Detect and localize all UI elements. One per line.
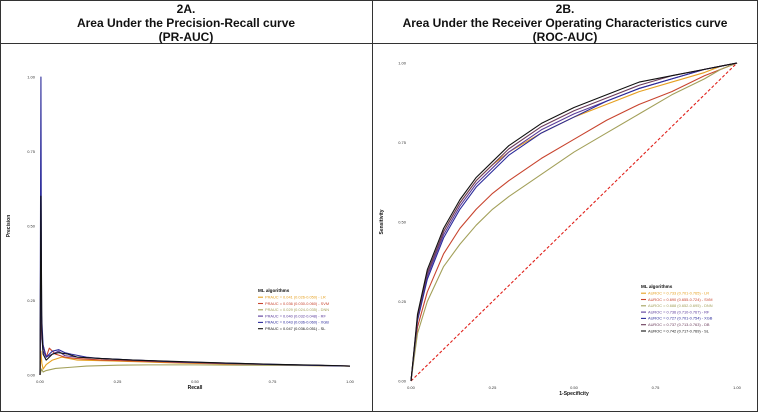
x-tick-label: 0.25 [489, 385, 498, 390]
x-tick-label: 0.75 [652, 385, 661, 390]
y-axis-label: Sensitivity [379, 209, 385, 234]
y-tick-label: 0.75 [27, 149, 36, 154]
x-axis-label: 1-Specificity [559, 391, 589, 397]
legend-entry-dnn: PRAUC = 0.029 (0.024-0.035) - DNN [265, 307, 329, 312]
chance-diagonal-line [410, 62, 738, 382]
left-panel-number: 2A. [177, 2, 196, 16]
right-panel-abbr: (ROC-AUC) [533, 30, 598, 44]
y-tick-label: 0.00 [398, 379, 407, 384]
legend-title: ML algorithms [258, 288, 290, 293]
legend-title: ML algorithms [641, 284, 673, 289]
legend-entry-db: AUROC = 0.737 (0.713-0.763) - DB [648, 322, 710, 327]
x-tick-label: 0.75 [269, 379, 278, 384]
x-tick-label: 0.00 [407, 385, 416, 390]
y-tick-label: 1.00 [27, 75, 36, 80]
y-tick-label: 0.25 [27, 298, 36, 303]
right-panel-number: 2B. [556, 2, 575, 16]
x-axis-label: Recall [188, 385, 203, 391]
x-tick-label: 1.00 [346, 379, 355, 384]
series-line-sl [39, 195, 351, 376]
y-tick-label: 0.00 [27, 373, 36, 378]
legend-entry-xgb: AUROC = 0.727 (0.701-0.754) - XGB [648, 316, 713, 321]
x-tick-label: 0.50 [191, 379, 200, 384]
y-tick-label: 0.25 [398, 299, 407, 304]
y-tick-label: 1.00 [398, 61, 407, 66]
series-line-dnn [410, 62, 738, 382]
legend-entry-sl: AUROC = 0.742 (0.717-0.769) - SL [648, 328, 710, 333]
legend-entry-svm: AUROC = 0.690 (0.655-0.724) - SVM [648, 297, 713, 302]
legend-entry-lr: AUROC = 0.733 (0.701-0.765) - LR [648, 291, 709, 296]
y-tick-label: 0.50 [398, 220, 407, 225]
legend-entry-sl: PRAUC = 0.047 (0.036-0.051) - SL [265, 326, 326, 331]
legend-entry-dnn: AUROC = 0.688 (0.652-0.695) - DNN [648, 303, 713, 308]
series-line-lr [410, 62, 738, 382]
left-panel-title: Area Under the Precision-Recall curve [77, 16, 295, 30]
legend-entry-rf: AUROC = 0.736 (0.710-0.767) - RF [648, 309, 710, 314]
x-tick-label: 0.50 [570, 385, 579, 390]
roc-auc-chart: 0.00 0.25 0.50 0.75 1.00 0.00 0.25 0.50 0.75 1.00… [379, 61, 742, 398]
x-tick-label: 0.00 [36, 379, 45, 384]
y-tick-label: 0.50 [27, 224, 36, 229]
series-line-dnn [39, 364, 351, 376]
y-tick-label: 0.75 [398, 140, 407, 145]
series-line-xgb [410, 62, 738, 382]
series-line-sl [410, 62, 738, 382]
x-tick-label: 0.25 [114, 379, 123, 384]
left-panel-abbr: (PR-AUC) [159, 30, 214, 44]
right-panel-title: Area Under the Receiver Operating Charac… [403, 16, 728, 30]
x-tick-label: 1.00 [733, 385, 742, 390]
series-line-svm [410, 62, 738, 382]
legend-entry-lr: PRAUC = 0.041 (0.026-0.050) - LR [265, 295, 326, 300]
y-axis-label: Precision [6, 215, 12, 238]
legend-entry-svm: PRAUC = 0.036 (0.030-0.060) - SVM [265, 301, 329, 306]
legend-entry-rf: PRAUC = 0.040 (0.032-0.048) - RF [265, 313, 326, 318]
legend-entry-xgb: PRAUC = 0.043 (0.036-0.060) - XGB [265, 320, 329, 325]
pr-auc-chart: 0.00 0.25 0.50 0.75 1.00 0.00 0.25 0.50 0.75 1.00… [6, 75, 355, 392]
